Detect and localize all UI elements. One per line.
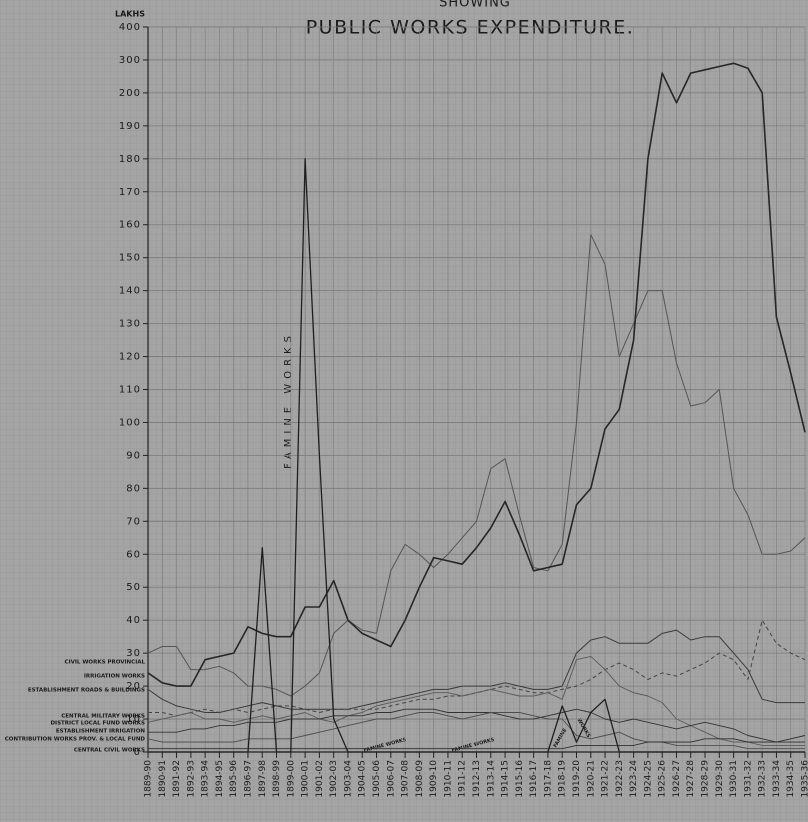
y-tick-label: 0 <box>134 747 141 758</box>
x-tick-label: 1899-00 <box>286 760 296 798</box>
x-tick-label: 1889-90 <box>144 760 154 798</box>
x-tick-label: 1927-28 <box>686 760 696 798</box>
x-tick-label: 1933-34 <box>772 760 782 798</box>
series-line <box>147 62 806 687</box>
x-tick-label: 1935-36 <box>801 760 808 798</box>
y-tick-label: 110 <box>119 385 141 396</box>
legend-label: IRRIGATION WORKS <box>84 674 145 680</box>
x-tick-label: 1913-14 <box>486 760 496 798</box>
y-tick-label: 400 <box>119 22 141 33</box>
legend-label: CIVIL WORKS PROVINCIAL <box>65 660 146 666</box>
y-tick-label: 100 <box>119 417 141 428</box>
series-line <box>147 712 805 750</box>
y-tick-label: 40 <box>126 615 141 626</box>
x-tick-label: 1894-95 <box>215 760 225 798</box>
x-tick-label: 1917-18 <box>543 760 553 798</box>
y-tick-label: 140 <box>119 286 141 297</box>
x-tick-label: 1896-97 <box>243 760 253 798</box>
x-tick-label: 1902-03 <box>329 760 339 798</box>
y-axis-label: LAKHS <box>115 10 145 19</box>
x-tick-label: 1909-10 <box>429 760 439 798</box>
x-tick-label: 1906-07 <box>386 760 396 798</box>
series-line <box>148 708 805 743</box>
x-tick-label: 1912-13 <box>472 760 482 798</box>
series-line <box>148 158 805 753</box>
y-tick-label: 200 <box>119 88 141 99</box>
x-tick-label: 1900-01 <box>301 760 311 798</box>
y-tick-label: 190 <box>119 121 141 132</box>
x-tick-label: 1898-99 <box>272 760 282 798</box>
x-tick-label: 1907-08 <box>401 760 411 798</box>
x-tick-label: 1923-24 <box>629 760 639 798</box>
x-tick-label: 1919-20 <box>572 760 582 798</box>
y-tick-label: 30 <box>126 648 141 659</box>
subtitle: SHOWING <box>439 0 511 11</box>
x-tick-label: 1922-23 <box>615 760 625 798</box>
x-tick-label: 1890-91 <box>158 760 168 798</box>
series-line <box>147 629 805 713</box>
annotation: FAMINE WORKS <box>283 331 294 469</box>
x-tick-label: 1905-06 <box>372 760 382 798</box>
y-tick-label: 80 <box>126 483 141 494</box>
x-tick-label: 1910-11 <box>443 760 453 798</box>
y-tick-label: 300 <box>119 55 141 66</box>
x-tick-label: 1925-26 <box>658 760 668 798</box>
y-tick-label: 60 <box>126 549 141 560</box>
x-tick-label: 1914-15 <box>501 760 511 798</box>
y-tick-label: 160 <box>119 220 141 231</box>
y-tick-label: 90 <box>126 450 141 461</box>
chart-title: PUBLIC WORKS EXPENDITURE. <box>306 17 635 39</box>
y-tick-label: 20 <box>126 681 141 692</box>
y-tick-label: 10 <box>126 714 141 725</box>
x-tick-label: 1915-16 <box>515 760 525 798</box>
x-tick-label: 1904-05 <box>358 760 368 798</box>
x-tick-label: 1901-02 <box>315 760 325 798</box>
y-tick-label: 70 <box>126 516 141 527</box>
x-tick-label: 1932-33 <box>758 760 768 798</box>
x-tick-label: 1916-17 <box>529 760 539 798</box>
x-tick-label: 1911-12 <box>458 760 468 798</box>
legend-label: ESTABLISHMENT ROADS & BUILDINGS <box>28 688 145 694</box>
y-tick-label: 130 <box>119 319 141 330</box>
y-tick-label: 120 <box>119 352 141 363</box>
series-line <box>147 655 805 746</box>
x-tick-label: 1892-93 <box>186 760 196 798</box>
y-tick-label: 170 <box>119 187 141 198</box>
legend-label: CENTRAL CIVIL WORKS <box>74 748 145 754</box>
x-tick-label: 1928-29 <box>701 760 711 798</box>
x-tick-label: 1893-94 <box>201 760 211 798</box>
x-tick-label: 1924-25 <box>643 760 653 798</box>
x-tick-label: 1897-98 <box>258 760 268 798</box>
x-tick-label: 1918-19 <box>558 760 568 798</box>
legend-label: ESTABLISHMENT IRRIGATION <box>56 729 145 735</box>
x-tick-label: 1895-96 <box>229 760 239 798</box>
x-tick-label: 1921-22 <box>601 760 611 798</box>
x-tick-label: 1931-32 <box>743 760 753 798</box>
x-tick-label: 1930-31 <box>729 760 739 798</box>
series-line <box>148 619 806 717</box>
x-tick-label: 1891-92 <box>172 760 182 798</box>
x-tick-label: 1920-21 <box>586 760 596 798</box>
y-tick-label: 180 <box>119 154 141 165</box>
x-tick-label: 1908-09 <box>415 760 425 798</box>
x-tick-label: 1929-30 <box>715 760 725 798</box>
legend-label: CONTRIBUTION WORKS PROV. & LOCAL FUND <box>5 737 146 743</box>
series-line <box>148 735 806 750</box>
series-line <box>147 234 806 697</box>
legend-label: DISTRICT LOCAL FUND WORKS <box>50 721 145 727</box>
legend-label: CENTRAL MILITARY WORKS <box>61 714 145 720</box>
x-tick-label: 1903-04 <box>343 760 353 798</box>
y-tick-label: 50 <box>126 582 141 593</box>
y-tick-label: 150 <box>119 253 141 264</box>
x-tick-label: 1934-35 <box>786 760 796 798</box>
x-tick-label: 1926-27 <box>672 760 682 798</box>
